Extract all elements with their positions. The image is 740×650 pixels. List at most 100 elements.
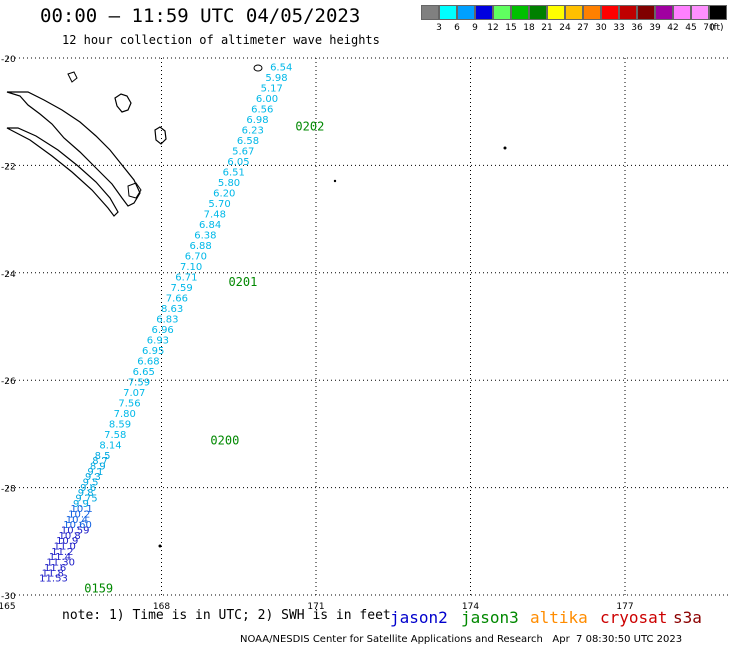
swh-value-label: 7.59 bbox=[128, 377, 150, 388]
swh-value-label: 6.84 bbox=[199, 220, 221, 231]
colorbar-swatch bbox=[565, 5, 583, 20]
track-time-label: 0201 bbox=[228, 275, 257, 289]
swh-value-label: 11.30 bbox=[46, 558, 75, 569]
swh-value-label: 9.3 bbox=[85, 472, 101, 483]
colorbar-label: 33 bbox=[613, 23, 625, 33]
island-dot bbox=[333, 179, 337, 183]
colorbar-swatch bbox=[637, 5, 655, 20]
swh-value-label: 6.38 bbox=[194, 230, 216, 241]
swh-value-label: 5.70 bbox=[208, 199, 230, 210]
colorbar-label: 3 bbox=[436, 23, 442, 33]
swh-value-label: 9.8 bbox=[78, 488, 94, 499]
swh-value-label: 9.9 bbox=[73, 499, 89, 510]
swh-value-label: 6.58 bbox=[237, 136, 259, 147]
swh-value-label: 9.1 bbox=[87, 467, 103, 478]
swh-value-label: 11.2 bbox=[51, 547, 73, 558]
swh-value-label: 6.70 bbox=[185, 251, 207, 262]
swh-value-label: 7.66 bbox=[166, 293, 188, 304]
swh-value-label: 10.4 bbox=[66, 515, 88, 526]
lon-tick-label: 168 bbox=[153, 602, 170, 612]
colorbar-label: 30 bbox=[595, 23, 607, 33]
island-coastline bbox=[67, 71, 78, 83]
loyalty-islands-coastline bbox=[154, 126, 167, 145]
swh-value-label: 6.65 bbox=[133, 367, 155, 378]
swh-value-label: 5.80 bbox=[218, 178, 240, 189]
swh-value-label: 8.63 bbox=[161, 304, 183, 315]
colorbar-label: 27 bbox=[577, 23, 589, 33]
swh-value-label: 6.56 bbox=[251, 104, 273, 115]
lon-tick-label: 174 bbox=[462, 602, 479, 612]
swh-value-label: 7.80 bbox=[114, 409, 136, 420]
swh-value-label: 7.10 bbox=[180, 262, 202, 273]
swh-value-label: 6.68 bbox=[137, 356, 159, 367]
colorbar-swatch bbox=[475, 5, 493, 20]
legend-s3a: s3a bbox=[673, 608, 702, 627]
swh-value-label: 8.14 bbox=[99, 440, 121, 451]
track-time-label: 0202 bbox=[295, 119, 324, 133]
legend-jason2: jason2 bbox=[390, 608, 448, 627]
lat-tick-label: -30 bbox=[1, 592, 16, 602]
colorbar-label: 24 bbox=[559, 23, 571, 33]
swh-value-label: 6.23 bbox=[242, 125, 264, 136]
colorbar-label: 21 bbox=[541, 23, 553, 33]
colorbar-label: 15 bbox=[505, 23, 517, 33]
colorbar-label: 12 bbox=[487, 23, 499, 33]
loyalty-islands-coastline bbox=[114, 93, 132, 113]
colorbar-label: 45 bbox=[685, 23, 697, 33]
colorbar-swatch bbox=[529, 5, 547, 20]
swh-value-label: 5.67 bbox=[232, 146, 254, 157]
legend-altika: altika bbox=[530, 608, 588, 627]
swh-value-label: 6.83 bbox=[156, 314, 178, 325]
footer-credit: NOAA/NESDIS Center for Satellite Applica… bbox=[240, 634, 683, 645]
swh-value-label: 9.5 bbox=[83, 477, 99, 488]
colorbar-swatch bbox=[619, 5, 637, 20]
swh-value-label: 11.0 bbox=[54, 542, 76, 553]
lat-tick-label: -24 bbox=[1, 270, 16, 280]
swh-value-label: 6.00 bbox=[256, 94, 278, 105]
new-caledonia-coastline bbox=[6, 91, 141, 207]
swh-value-label: 7.48 bbox=[204, 209, 226, 220]
colorbar-swatch bbox=[673, 5, 691, 20]
swh-value-label: 10.59 bbox=[61, 526, 90, 537]
legend-note: note: 1) Time is in UTC; 2) SWH is in fe… bbox=[62, 608, 391, 623]
swh-value-label: 8.7 bbox=[92, 456, 108, 467]
isle-of-pines-coastline bbox=[127, 182, 142, 199]
colorbar-swatch bbox=[511, 5, 529, 20]
swh-value-label: 9.75 bbox=[75, 494, 97, 505]
colorbar-label: 36 bbox=[631, 23, 643, 33]
new-caledonia-coastline bbox=[6, 127, 119, 217]
lat-tick-label: -22 bbox=[1, 162, 16, 172]
swh-value-label: 10.2 bbox=[68, 510, 90, 521]
swh-value-label: 9.6 bbox=[80, 483, 96, 494]
colorbar-swatch bbox=[691, 5, 709, 20]
colorbar-swatch bbox=[493, 5, 511, 20]
map-title: 00:00 – 11:59 UTC 04/05/2023 bbox=[40, 5, 361, 27]
colorbar-label: 70 bbox=[703, 23, 715, 33]
swh-value-label: 6.93 bbox=[147, 335, 169, 346]
swh-value-label: 7.07 bbox=[123, 388, 145, 399]
colorbar-units: (ft) bbox=[710, 23, 724, 33]
swh-value-label: 6.54 bbox=[270, 62, 292, 73]
colorbar-swatch bbox=[421, 5, 439, 20]
island-coastline bbox=[253, 64, 263, 72]
lon-tick-label: 165 bbox=[0, 602, 16, 612]
colorbar-label: 42 bbox=[667, 23, 679, 33]
colorbar-swatch bbox=[547, 5, 565, 20]
colorbar-label: 39 bbox=[649, 23, 661, 33]
swh-value-label: 6.51 bbox=[223, 167, 245, 178]
colorbar-swatch bbox=[583, 5, 601, 20]
colorbar-label: 6 bbox=[454, 23, 460, 33]
swh-value-label: 10.8 bbox=[58, 531, 80, 542]
colorbar-swatch bbox=[601, 5, 619, 20]
map-subtitle: 12 hour collection of altimeter wave hei… bbox=[62, 33, 380, 47]
swh-value-label: 10.1 bbox=[71, 504, 93, 515]
swh-value-label: 11.53 bbox=[39, 574, 68, 585]
swh-value-label: 6.05 bbox=[227, 157, 249, 168]
colorbar-swatch bbox=[457, 5, 475, 20]
swh-value-label: 11.6 bbox=[44, 563, 66, 574]
swh-value-label: 7.59 bbox=[170, 283, 192, 294]
swh-value-label: 6.95 bbox=[142, 346, 164, 357]
swh-value-label: 5.98 bbox=[265, 73, 287, 84]
swh-value-label: 8.9 bbox=[90, 461, 106, 472]
